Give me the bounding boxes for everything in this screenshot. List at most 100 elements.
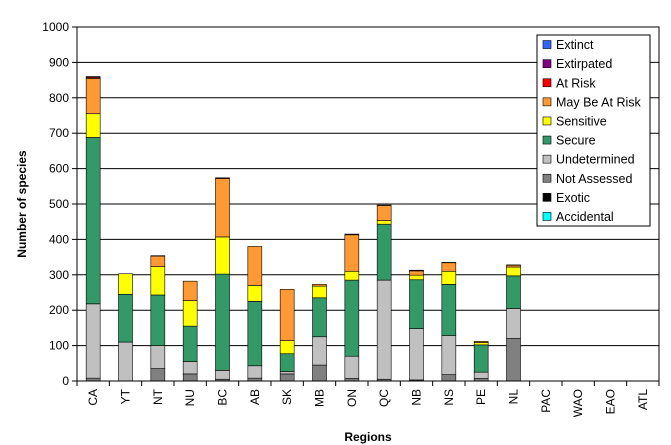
legend-entry-not-assessed: Not Assessed <box>542 172 632 186</box>
legend-swatch <box>542 116 552 126</box>
x-tick-label: PAC <box>539 389 553 413</box>
bar-segment-not-assessed <box>279 373 295 382</box>
y-tick-label: 700 <box>49 126 69 140</box>
bar-segment-undetermined <box>247 365 263 379</box>
x-tick-label: SK <box>280 389 294 405</box>
axes <box>72 26 660 386</box>
x-tick-label: AB <box>248 389 262 405</box>
bar-stack-bc <box>215 177 230 382</box>
y-tick-label: 900 <box>49 55 69 69</box>
bar-stack-sk <box>279 289 295 382</box>
y-tick-label: 100 <box>49 339 69 353</box>
bar-segment-sensitive <box>344 270 360 281</box>
bar-segment-undetermined <box>182 361 198 375</box>
bar-stack-ns <box>441 262 457 382</box>
x-tick-label: NB <box>410 389 424 406</box>
bar-segment-not-assessed <box>312 364 327 382</box>
y-tick-label: 400 <box>49 232 69 246</box>
legend-label: Extinct <box>556 38 594 52</box>
bar-segment-undetermined <box>441 335 457 375</box>
bar-segment-sensitive <box>118 273 133 295</box>
x-tick-label: NU <box>183 389 197 406</box>
bar-segment-may-be-at-risk <box>344 234 360 272</box>
bar-segment-undetermined <box>312 336 327 366</box>
legend-swatch <box>542 78 552 88</box>
bar-segment-sensitive <box>312 285 327 299</box>
legend-entry-extirpated: Extirpated <box>542 57 612 71</box>
x-tick-label: NL <box>507 389 521 405</box>
y-tick-label: 200 <box>49 303 69 317</box>
bar-segment-not-assessed <box>441 374 457 382</box>
bar-segment-sensitive <box>85 113 101 138</box>
bar-segment-sensitive <box>441 270 457 285</box>
x-tick-labels: CA YT NT NU BC AB SK MB ON QC NB NS PE NL PAC WAO EAO ATL <box>86 388 650 417</box>
bar-stack-nl <box>506 264 521 382</box>
legend-label: Sensitive <box>556 114 607 128</box>
legend-entry-undetermined: Undetermined <box>542 153 635 167</box>
x-tick-label: ON <box>345 389 359 407</box>
bar-segment-sensitive <box>279 340 295 355</box>
legend-label: Accidental <box>556 210 614 224</box>
bar-segment-sensitive <box>150 266 166 296</box>
y-tick-label: 500 <box>49 197 69 211</box>
y-tick-label: 0 <box>62 374 69 388</box>
legend-swatch <box>542 135 552 145</box>
x-tick-label: EAO <box>604 389 618 414</box>
bar-segment-sensitive <box>376 220 392 225</box>
y-tick-label: 600 <box>49 162 69 176</box>
x-tick-label: WAO <box>571 389 585 417</box>
bar-segment-undetermined <box>150 345 166 369</box>
bar-segment-secure <box>473 344 489 373</box>
bar-segment-undetermined <box>279 371 295 375</box>
bar-stack-nb <box>409 269 424 382</box>
bar-segment-secure <box>506 275 521 309</box>
legend-swatch <box>542 193 552 202</box>
bar-segment-secure <box>215 273 230 371</box>
bar-stack-ca <box>85 76 101 382</box>
bar-segment-secure <box>279 353 295 372</box>
legend-label: Exotic <box>556 191 590 205</box>
bar-segment-secure <box>182 325 198 362</box>
bar-segment-may-be-at-risk <box>215 178 230 238</box>
bar-segment-may-be-at-risk <box>473 341 489 343</box>
legend-label: Extirpated <box>556 57 612 71</box>
x-tick-label: BC <box>216 389 230 406</box>
bar-segment-undetermined <box>215 370 230 380</box>
bar-segment-undetermined <box>409 328 424 381</box>
legend-entry-exotic: Exotic <box>542 191 590 205</box>
bar-segment-may-be-at-risk <box>182 280 198 301</box>
bar-segment-may-be-at-risk <box>247 246 263 286</box>
bar-segment-secure <box>150 294 166 346</box>
y-tick-labels: 0 100 200 300 400 500 600 700 800 900 1000 <box>42 20 69 388</box>
legend-label: May Be At Risk <box>556 95 641 109</box>
legend-swatch <box>542 40 552 49</box>
x-tick-label: NS <box>442 389 456 406</box>
bar-segment-may-be-at-risk <box>376 205 392 221</box>
bar-segment-may-be-at-risk <box>312 284 327 287</box>
bar-segment-may-be-at-risk <box>441 262 457 272</box>
bar-segment-undetermined <box>118 341 133 382</box>
legend-entry-at-risk: At Risk <box>542 76 596 90</box>
bar-segment-secure <box>312 297 327 338</box>
legend-entry-extinct: Extinct <box>542 38 594 52</box>
legend-label: Secure <box>556 134 596 148</box>
bar-segment-secure <box>85 137 101 305</box>
bar-segment-secure <box>247 301 263 367</box>
legend-label: Undetermined <box>556 153 635 167</box>
legend-swatch <box>542 173 552 183</box>
y-tick-label: 300 <box>49 268 69 282</box>
legend-entry-secure: Secure <box>542 134 596 148</box>
x-tick-label: PE <box>474 389 488 405</box>
x-axis-label: Regions <box>344 430 392 444</box>
bar-stack-mb <box>312 284 327 382</box>
legend-entry-may-be-at-risk: May Be At Risk <box>542 95 641 109</box>
bar-segment-at-risk <box>344 233 360 236</box>
bar-segment-sensitive <box>182 300 198 327</box>
bar-segment-sensitive <box>215 236 230 275</box>
legend-entry-accidental: Accidental <box>542 210 614 224</box>
legend-box <box>536 34 651 227</box>
bar-segment-undetermined <box>85 303 101 379</box>
bar-segment-may-be-at-risk <box>150 255 166 267</box>
x-tick-label: QC <box>377 389 391 407</box>
